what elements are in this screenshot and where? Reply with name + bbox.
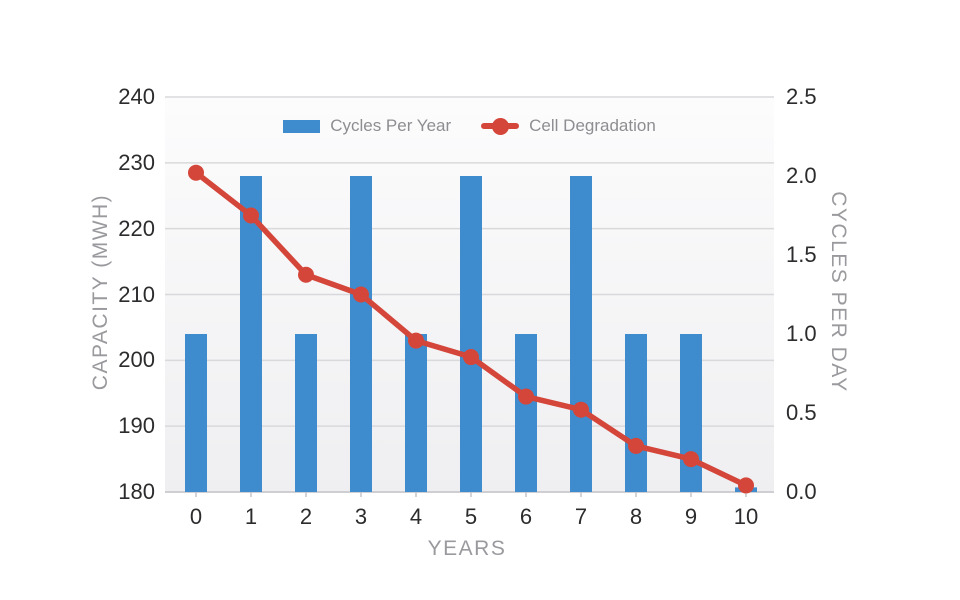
- right-axis-tick-label: 2.5: [786, 84, 817, 109]
- x-axis-tick-label: 5: [464, 504, 478, 529]
- right-axis-tick-label: 1.0: [786, 321, 817, 346]
- bar-year-0: [185, 334, 207, 492]
- left-axis-tick-label: 180: [118, 479, 155, 504]
- line-series-marker-icon: [481, 117, 520, 135]
- bar-year-8: [625, 334, 647, 492]
- legend-label-cycles-per-year: Cycles Per Year: [330, 116, 452, 135]
- x-axis-tick-label: 9: [684, 504, 698, 529]
- x-axis-tick-label: 6: [519, 504, 533, 529]
- bar-year-3: [350, 176, 372, 492]
- bar-year-9: [680, 334, 702, 492]
- right-axis-title: CYCLES PER DAY: [827, 191, 850, 393]
- x-axis-tick-label: 4: [409, 504, 423, 529]
- bar-year-2: [295, 334, 317, 492]
- degradation-point-year-3: [353, 286, 369, 303]
- bar-year-5: [460, 176, 482, 492]
- degradation-point-year-0: [188, 164, 204, 181]
- left-axis-tick-label: 240: [118, 84, 155, 109]
- legend: Cycles Per Year Cell Degradation: [165, 111, 774, 141]
- bar-year-4: [405, 334, 427, 492]
- bar-series-swatch-icon: [283, 119, 321, 133]
- degradation-point-year-1: [243, 207, 259, 224]
- degradation-point-year-7: [573, 401, 589, 418]
- right-axis-tick-label: 2.0: [786, 163, 817, 188]
- x-axis-tick-label: 2: [299, 504, 313, 529]
- right-axis-tick-label: 0.0: [786, 479, 817, 504]
- left-axis-tick-label: 200: [118, 347, 155, 373]
- left-axis-tick-label: 230: [118, 149, 155, 175]
- x-axis-tick-label: 10: [733, 504, 759, 529]
- left-axis-title: CAPACITY (MWH): [89, 193, 112, 391]
- bar-year-1: [240, 176, 262, 492]
- x-axis-tick-label: 0: [189, 504, 203, 529]
- left-axis-tick-label: 220: [118, 215, 155, 241]
- left-axis-tick-label: 190: [118, 413, 155, 439]
- bar-year-6: [515, 334, 537, 492]
- x-axis-tick-label: 1: [244, 504, 258, 529]
- degradation-point-year-8: [628, 437, 644, 454]
- degradation-point-year-10: [738, 477, 754, 494]
- degradation-point-year-5: [463, 349, 479, 366]
- legend-label-cell-degradation: Cell Degradation: [529, 116, 656, 135]
- x-axis-tick-label: 3: [354, 504, 368, 529]
- x-axis-tick-label: 8: [629, 504, 643, 529]
- bar-year-7: [570, 176, 592, 492]
- degradation-point-year-4: [408, 332, 424, 349]
- legend-item-cell-degradation: Cell Degradation: [481, 116, 656, 136]
- degradation-point-year-2: [298, 266, 314, 283]
- degradation-point-year-9: [683, 451, 699, 468]
- right-axis-tick-label: 0.5: [786, 400, 817, 425]
- x-axis-tick-label: 7: [574, 504, 588, 529]
- left-axis-tick-label: 210: [118, 281, 155, 307]
- right-axis-tick-label: 1.5: [786, 242, 817, 267]
- x-axis-title: YEARS: [427, 537, 507, 560]
- degradation-point-year-6: [518, 388, 534, 405]
- legend-item-cycles-per-year: Cycles Per Year: [283, 116, 451, 136]
